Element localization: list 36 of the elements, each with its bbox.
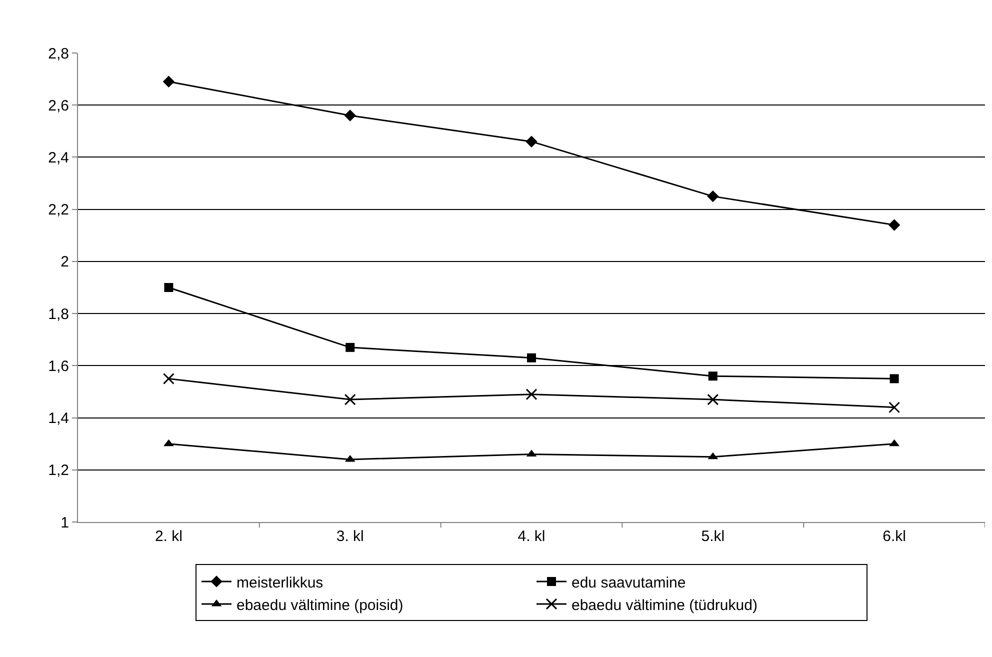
y-tick-label: 1,4 <box>48 410 69 428</box>
point <box>344 394 356 406</box>
y-tick-label: 2 <box>60 254 69 271</box>
x-tick-label: 6.kl <box>882 528 906 545</box>
y-tick-label: 2,4 <box>48 149 69 166</box>
y-tick-label: 1,2 <box>48 462 69 480</box>
point <box>164 439 174 446</box>
legend-label: meisterlikkus <box>236 574 324 592</box>
point <box>889 439 900 446</box>
point <box>890 374 899 384</box>
point <box>344 110 356 122</box>
point <box>526 136 538 148</box>
point <box>527 353 536 362</box>
point <box>707 394 719 406</box>
y-tick-label: 1,6 <box>48 358 69 375</box>
y-tick-label: 1,8 <box>48 306 69 323</box>
legend-label: ebaedu vältimine (poisid) <box>236 596 404 614</box>
point <box>526 388 538 400</box>
x-tick-label: 3. kl <box>336 528 364 545</box>
x-tick-label: 2. kl <box>154 528 182 545</box>
legend-label: ebaedu vältimine (tüdrukud) <box>572 596 758 614</box>
point <box>707 190 719 202</box>
point <box>164 283 174 292</box>
y-tick-label: 2,8 <box>48 45 69 62</box>
y-tick-label: 1 <box>60 514 69 532</box>
x-tick-label: 5.kl <box>701 528 725 545</box>
y-tick-label: 2,2 <box>48 202 69 219</box>
point <box>888 219 900 231</box>
x-tick-label: 4. kl <box>518 528 546 545</box>
point <box>346 342 355 352</box>
point <box>708 372 718 381</box>
legend-label: edu saavutamine <box>572 574 686 592</box>
point <box>162 76 175 88</box>
point <box>162 372 174 384</box>
point <box>888 402 900 414</box>
y-tick-label: 2,6 <box>48 97 69 114</box>
